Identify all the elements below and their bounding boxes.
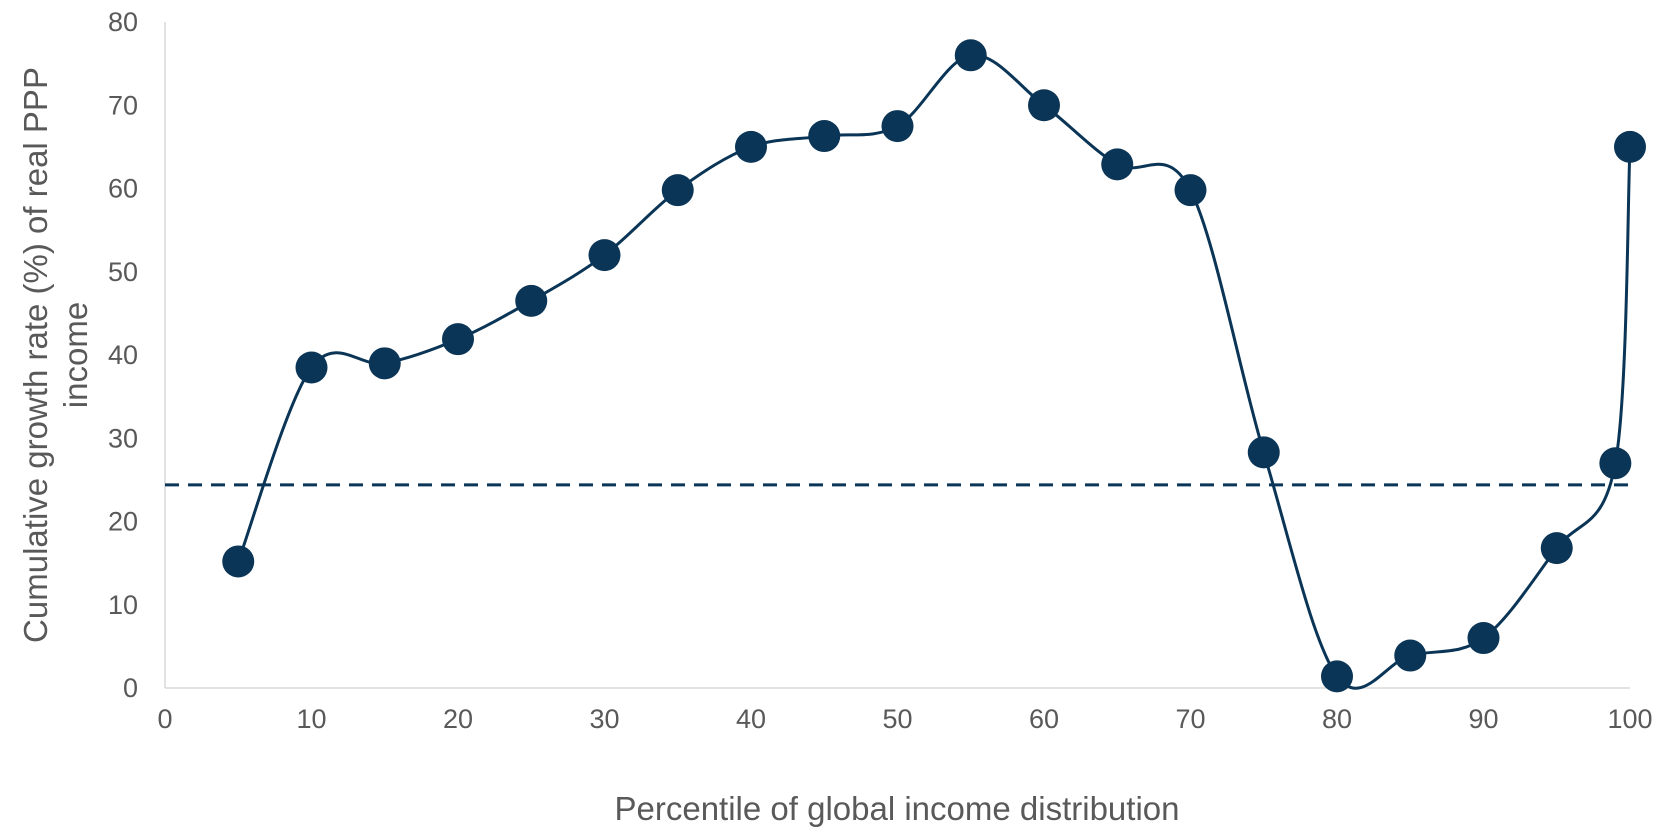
data-point	[1174, 174, 1207, 207]
data-point	[808, 120, 841, 153]
data-point	[588, 239, 621, 272]
data-point	[368, 347, 401, 380]
x-tick-label: 40	[736, 704, 766, 734]
data-point	[735, 130, 767, 163]
data-point	[515, 284, 548, 317]
y-tick-labels: 0 10 20 30 40 50 60 70 80	[108, 7, 138, 703]
data-point	[954, 39, 987, 72]
data-point	[661, 174, 694, 207]
data-point	[295, 351, 328, 384]
y-axis-title: Cumulative growth rate (%) of real PPP i…	[17, 67, 94, 643]
y-tick-label: 80	[108, 7, 138, 37]
series-markers	[222, 39, 1646, 693]
data-point	[1101, 148, 1134, 181]
y-tick-label: 20	[108, 507, 138, 537]
data-point	[1028, 89, 1060, 122]
y-tick-label: 70	[108, 90, 138, 120]
x-axis-title: Percentile of global income distribution	[615, 790, 1180, 827]
data-point	[1394, 639, 1427, 672]
y-tick-label: 30	[108, 423, 138, 453]
x-tick-label: 10	[296, 704, 326, 734]
y-axis-title-line-2: income	[57, 302, 94, 408]
x-tick-label: 80	[1322, 704, 1352, 734]
data-point	[1599, 447, 1632, 480]
y-tick-label: 10	[108, 590, 138, 620]
data-point	[1467, 622, 1500, 655]
x-tick-label: 50	[882, 704, 912, 734]
x-tick-label: 60	[1029, 704, 1059, 734]
y-tick-label: 60	[108, 174, 138, 204]
x-tick-label: 20	[443, 704, 473, 734]
data-point	[1540, 532, 1573, 565]
series-line	[236, 53, 1632, 690]
data-point	[222, 545, 255, 578]
data-point	[1614, 130, 1646, 163]
x-tick-labels: 0 10 20 30 40 50 60 70 80 90 100	[157, 704, 1652, 734]
x-tick-label: 30	[589, 704, 619, 734]
x-tick-label: 100	[1607, 704, 1652, 734]
data-point	[881, 110, 914, 143]
y-axis-title-line-1: Cumulative growth rate (%) of real PPP	[17, 67, 54, 643]
data-point	[1247, 436, 1280, 469]
data-point	[1321, 660, 1353, 693]
x-tick-label: 90	[1468, 704, 1498, 734]
y-tick-label: 50	[108, 257, 138, 287]
y-tick-label: 40	[108, 340, 138, 370]
y-tick-label: 0	[123, 673, 138, 703]
x-tick-label: 0	[157, 704, 172, 734]
axes	[164, 22, 1630, 689]
data-point	[442, 323, 474, 356]
x-tick-label: 70	[1175, 704, 1205, 734]
